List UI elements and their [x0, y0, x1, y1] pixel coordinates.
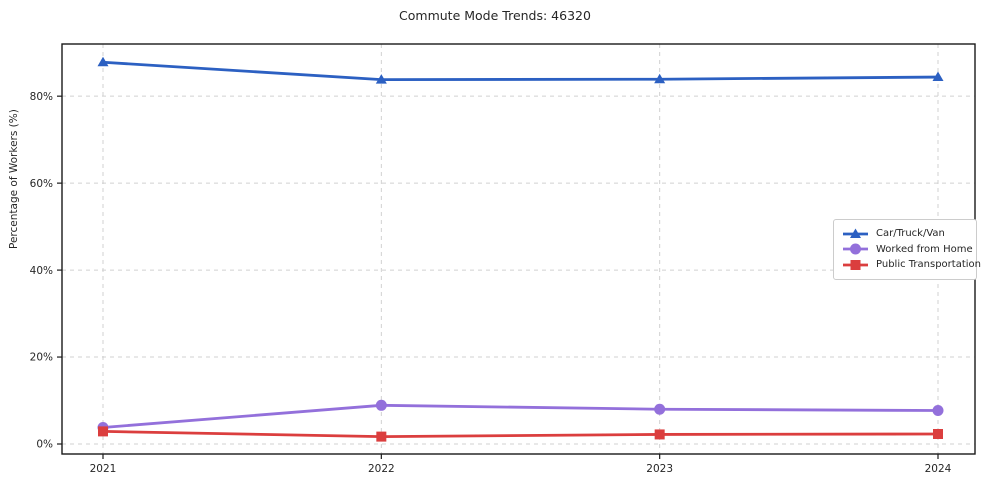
legend-entry: Worked from Home — [842, 242, 973, 258]
square-marker — [850, 259, 861, 270]
triangle-marker — [375, 74, 387, 84]
circle-marker — [850, 243, 861, 255]
triangle-marker — [97, 56, 109, 67]
circle-marker — [654, 403, 666, 415]
x-tick-label: 2024 — [925, 463, 952, 475]
legend-label: Car/Truck/Van — [876, 228, 945, 240]
legend-sample-line — [843, 243, 868, 255]
circle-marker — [932, 405, 944, 417]
triangle-marker — [850, 228, 861, 238]
x-tick-label: 2021 — [90, 463, 117, 475]
triangle-marker — [932, 71, 944, 82]
legend: Car/Truck/Van Worked from Home Public Tran… — [833, 219, 981, 280]
y-tick-label: 40% — [30, 265, 53, 277]
legend-sample-line — [843, 228, 868, 238]
square-marker — [933, 429, 943, 439]
y-tick-label: 80% — [30, 91, 53, 103]
chart-title: Commute Mode Trends: 46320 — [399, 8, 591, 23]
square-marker — [98, 426, 108, 437]
series-line — [101, 403, 940, 429]
triangle-marker — [654, 73, 666, 84]
series-line — [101, 429, 940, 439]
square-marker — [654, 429, 665, 440]
legend-label: Worked from Home — [876, 243, 973, 255]
legend-entry: Car/Truck/Van — [842, 226, 968, 242]
legend-entry: Public Transportation — [842, 257, 981, 273]
y-tick-label: 20% — [30, 352, 53, 364]
legend-label: Public Transportation — [876, 259, 981, 271]
series-line — [101, 60, 940, 82]
y-tick-label: 60% — [30, 178, 53, 190]
circle-marker — [375, 399, 387, 411]
legend-sample-line — [843, 259, 868, 270]
y-tick-label: 0% — [36, 439, 53, 451]
x-tick-label: 2022 — [368, 463, 395, 475]
x-tick-label: 2023 — [646, 463, 673, 475]
square-marker — [376, 431, 387, 442]
